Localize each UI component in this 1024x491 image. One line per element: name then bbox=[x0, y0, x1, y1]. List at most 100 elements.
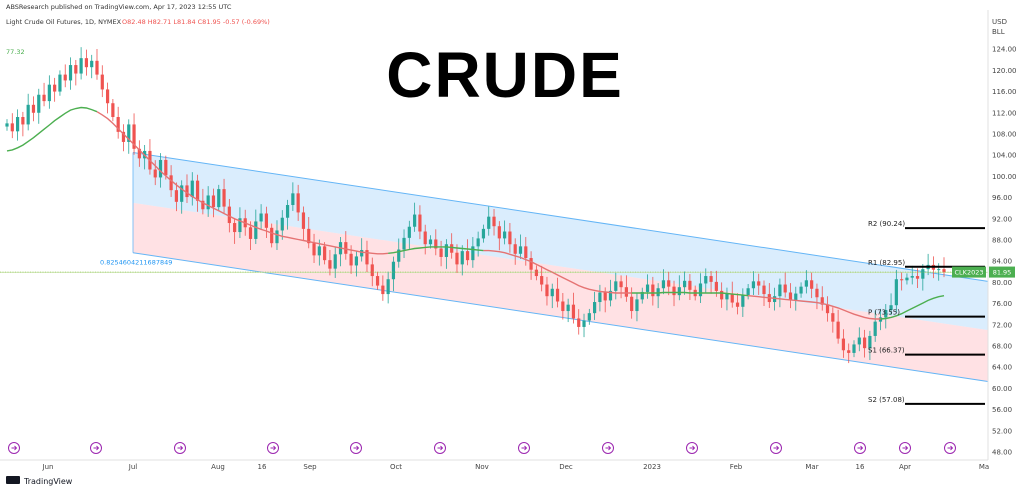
candle-body bbox=[720, 290, 724, 300]
pivot-label-p: P (73.55) bbox=[868, 309, 900, 317]
candle-body bbox=[428, 239, 433, 245]
candle-body bbox=[566, 304, 570, 312]
candle-body bbox=[153, 169, 157, 178]
candle-body bbox=[645, 284, 650, 292]
candle-body bbox=[704, 276, 708, 284]
candle-body bbox=[884, 309, 888, 318]
candle-body bbox=[381, 285, 385, 295]
candle-body bbox=[820, 297, 824, 305]
candle-body bbox=[577, 318, 581, 327]
candle-body bbox=[735, 302, 740, 307]
candle-body bbox=[762, 285, 766, 295]
candle-body bbox=[47, 84, 51, 102]
channel-upper-area bbox=[133, 152, 988, 331]
candle-body bbox=[233, 223, 237, 233]
candle-body bbox=[42, 94, 46, 102]
instrument-line: Light Crude Oil Futures, 1D, NYMEX O82.4… bbox=[6, 18, 270, 26]
candle-body bbox=[248, 227, 253, 239]
candle-body bbox=[37, 94, 41, 113]
ma-line-red bbox=[483, 249, 632, 294]
y-tick-label: 48.00 bbox=[992, 449, 1012, 457]
candle-body bbox=[534, 269, 538, 277]
candle-body bbox=[698, 283, 703, 297]
candle-body bbox=[757, 281, 761, 286]
candle-body bbox=[259, 213, 263, 222]
candle-body bbox=[370, 264, 374, 277]
candle-body bbox=[190, 180, 194, 198]
candle-body bbox=[624, 287, 628, 297]
candle-body bbox=[619, 281, 623, 288]
candle-body bbox=[434, 239, 438, 249]
candle-body bbox=[238, 218, 242, 233]
candle-body bbox=[84, 58, 89, 68]
y-tick-label: 120.00 bbox=[992, 67, 1017, 75]
candle-body bbox=[280, 217, 284, 231]
candle-body bbox=[497, 226, 501, 239]
candle-body bbox=[942, 269, 946, 273]
candle-body bbox=[301, 212, 306, 229]
y-tick-label: 64.00 bbox=[992, 364, 1012, 372]
candle-body bbox=[503, 231, 507, 239]
candle-body bbox=[640, 291, 644, 300]
y-tick-label: 52.00 bbox=[992, 427, 1012, 435]
channel-lower-line bbox=[132, 252, 989, 383]
candle-body bbox=[26, 104, 30, 125]
x-tick-label: Jun bbox=[42, 463, 54, 471]
candle-body bbox=[169, 175, 173, 191]
candle-body bbox=[63, 74, 67, 81]
candle-body bbox=[794, 293, 798, 301]
candle-body bbox=[873, 321, 877, 336]
candle-body bbox=[15, 117, 20, 132]
candle-body bbox=[360, 250, 364, 257]
ma-line-green bbox=[388, 246, 484, 254]
candle-body bbox=[397, 249, 401, 262]
ma-line-red bbox=[748, 295, 881, 320]
price-badge bbox=[989, 266, 1015, 278]
footer-brand: TradingView bbox=[23, 477, 73, 486]
pivot-label-r1: R1 (82.95) bbox=[868, 259, 905, 267]
candle-body bbox=[312, 243, 316, 256]
candle-body bbox=[836, 321, 840, 339]
candle-body bbox=[889, 305, 893, 310]
candle-body bbox=[772, 296, 777, 303]
candle-body bbox=[555, 288, 560, 302]
candle-body bbox=[868, 335, 872, 349]
candle-body bbox=[804, 280, 808, 287]
event-arrow-icon bbox=[689, 445, 696, 451]
candle-body bbox=[656, 288, 660, 297]
x-tick-label: Feb bbox=[730, 463, 743, 471]
candle-body bbox=[407, 226, 411, 238]
candle-body bbox=[741, 295, 745, 307]
symbol-badge-text: CLK2023 bbox=[955, 269, 984, 277]
unit-label: BLL bbox=[992, 28, 1005, 36]
ma-line-red bbox=[96, 111, 389, 255]
candle-body bbox=[815, 288, 819, 298]
candle-body bbox=[201, 200, 205, 210]
candle-body bbox=[444, 244, 448, 257]
candle-body bbox=[127, 124, 131, 142]
left-marker-text: 77.32 bbox=[6, 48, 25, 56]
candle-body bbox=[598, 292, 602, 303]
candle-body bbox=[375, 276, 380, 286]
candle-body bbox=[10, 123, 14, 132]
x-tick-label: Jul bbox=[128, 463, 138, 471]
candle-body bbox=[915, 276, 920, 279]
event-markers bbox=[8, 442, 956, 454]
candle-body bbox=[206, 195, 210, 210]
y-tick-label: 84.00 bbox=[992, 258, 1012, 266]
y-tick-label: 60.00 bbox=[992, 385, 1012, 393]
y-tick-label: 100.00 bbox=[992, 173, 1017, 181]
y-tick-label: 112.00 bbox=[992, 109, 1017, 117]
candle-body bbox=[614, 281, 618, 291]
event-arrow-icon bbox=[521, 445, 528, 451]
event-arrow-icon bbox=[177, 445, 184, 451]
candles bbox=[5, 47, 946, 364]
candle-body bbox=[217, 189, 221, 208]
candle-body bbox=[545, 284, 549, 297]
candle-body bbox=[714, 281, 718, 291]
candle-body bbox=[476, 238, 480, 247]
candle-body bbox=[90, 60, 94, 68]
candle-body bbox=[349, 253, 353, 266]
candle-body bbox=[709, 276, 713, 282]
candle-body bbox=[195, 180, 200, 201]
